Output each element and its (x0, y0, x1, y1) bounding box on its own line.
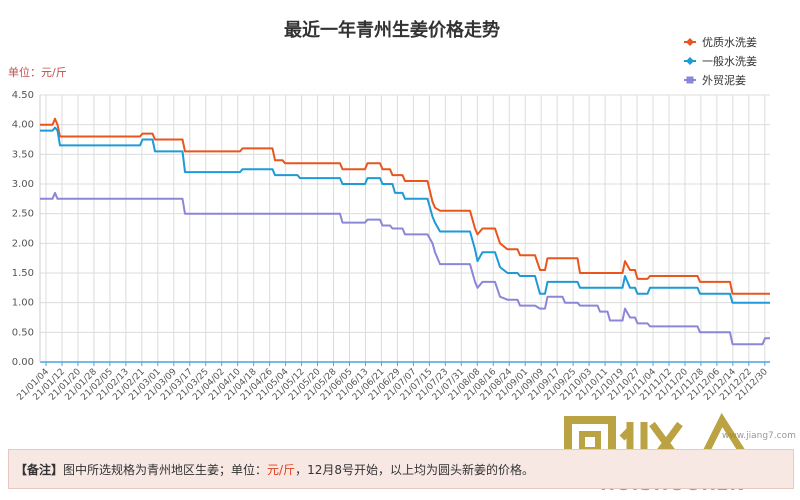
legend-marker (686, 57, 694, 65)
y-tick-label: 1.00 (12, 298, 34, 309)
note-unit: 元/斤 (267, 462, 296, 477)
legend-label: 一般水洗姜 (702, 54, 757, 68)
legend-label: 外贸泥姜 (702, 73, 746, 87)
y-tick-label: 1.50 (12, 268, 34, 279)
note-label: 【备注】 (15, 462, 64, 477)
y-tick-label: 4.50 (12, 90, 34, 101)
legend-marker (686, 76, 694, 84)
series-line-2 (40, 191, 770, 346)
chart-title: 最近一年青州生姜价格走势 (284, 19, 500, 41)
series-line-0 (40, 117, 770, 295)
series-lines (40, 117, 770, 346)
y-tick-label: 3.00 (12, 179, 34, 190)
note-box: 【备注】 图中所选规格为青州地区生姜；单位： 元/斤 ，12月8号开始，以上均为… (8, 449, 794, 489)
note-text-2: ，12月8号开始，以上均为圆头新姜的价格。 (295, 462, 534, 477)
y-tick-label: 3.50 (12, 149, 34, 160)
legend-marker (686, 38, 694, 46)
grid (40, 94, 770, 363)
y-tick-label: 2.00 (12, 238, 34, 249)
unit-label: 单位：元/斤 (8, 65, 67, 79)
y-tick-label: 0.50 (12, 327, 34, 338)
y-tick-label: 2.50 (12, 209, 34, 220)
y-tick-label: 4.00 (12, 120, 34, 131)
series-line-1 (40, 126, 770, 304)
note-text-1: 图中所选规格为青州地区生姜；单位： (63, 462, 268, 477)
watermark-site: www.jiang7.com (722, 431, 796, 441)
y-tick-label: 0.00 (12, 357, 34, 368)
legend-label: 优质水洗姜 (702, 35, 757, 49)
